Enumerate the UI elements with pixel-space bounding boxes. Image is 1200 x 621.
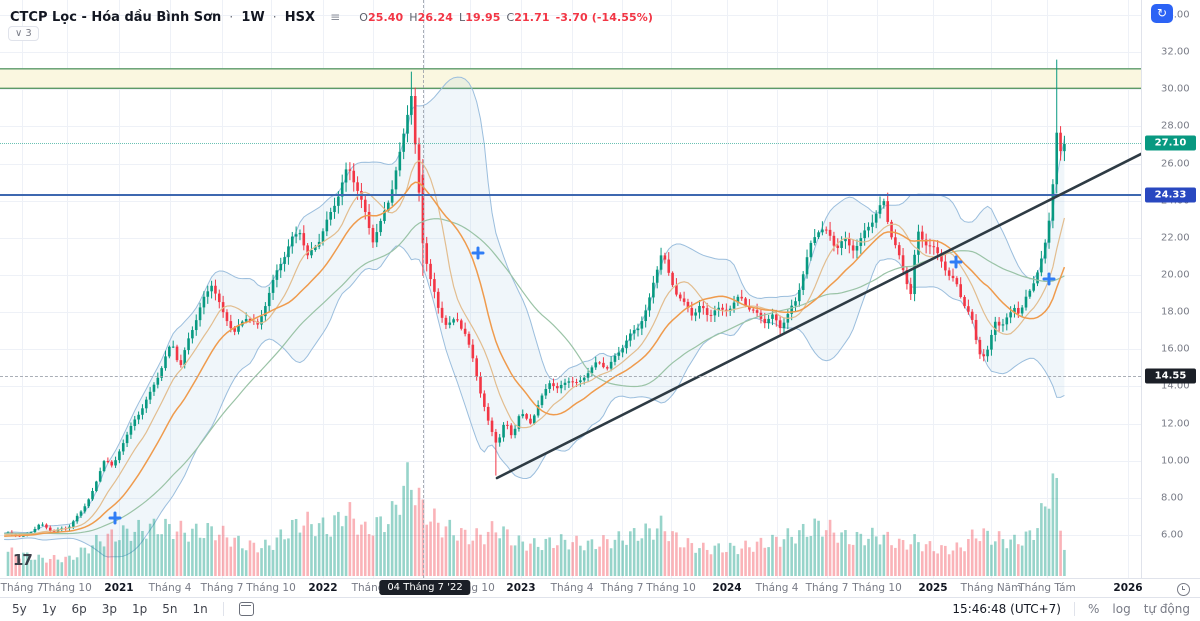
price-tick-label: 10.00 (1161, 455, 1190, 467)
bottom-toolbar: 5y 1y 6p 3p 1p 5n 1n 15:46:48 (UTC+7) % … (0, 597, 1200, 621)
time-tick-month: Tháng 7 (200, 582, 244, 594)
price-tick-label: 28.00 (1161, 120, 1190, 132)
crosshair-horizontal (0, 376, 1141, 378)
range-switcher: 5y 1y 6p 3p 1p 5n 1n (12, 602, 254, 616)
price-tick-label: 20.00 (1161, 269, 1190, 281)
toolbar-separator (222, 602, 224, 616)
crosshair-vertical (423, 0, 424, 578)
price-tick-label: 16.00 (1161, 343, 1190, 355)
clock-time[interactable]: 15:46:48 (UTC+7) (952, 602, 1061, 616)
time-tick-year: 2024 (712, 582, 742, 594)
symbol-name[interactable]: CTCP Lọc - Hóa dầu Bình Sơn (10, 10, 222, 25)
close-value: 21.71 (514, 11, 550, 24)
range-button-1m[interactable]: 1p (132, 602, 148, 616)
time-tick-year: 2023 (506, 582, 536, 594)
log-scale-button[interactable]: log (1112, 602, 1131, 616)
separator-dot: · (272, 10, 277, 24)
horizontal-line-drawing[interactable] (0, 193, 1141, 196)
time-tick-month: Tháng 4 (755, 582, 799, 594)
low-label: L (458, 11, 466, 24)
price-badge: 24.33 (1145, 187, 1196, 203)
time-tick-month: Tháng 10 (646, 582, 696, 594)
close-label: C (506, 11, 515, 24)
range-button-5d[interactable]: 5n (162, 602, 178, 616)
price-tick-label: 14.00 (1161, 380, 1190, 392)
time-tick-month: Tháng 10 (852, 582, 902, 594)
price-tick-label: 12.00 (1161, 418, 1190, 430)
current-price-line (0, 143, 1141, 145)
plus-marker-drawing[interactable] (471, 246, 485, 260)
range-button-5y[interactable]: 5y (12, 602, 27, 616)
time-tick-month: Tháng 10 (42, 582, 92, 594)
symbol-menu-icon[interactable]: ≡ (330, 10, 341, 24)
price-axis[interactable]: 34.0032.0030.0028.0026.0024.0022.0020.00… (1141, 0, 1200, 578)
auto-scale-button[interactable]: tự động (1143, 602, 1190, 616)
percent-scale-button[interactable]: % (1087, 602, 1100, 616)
indicators-count: 3 (25, 28, 32, 39)
interval-label[interactable]: 1W (241, 10, 265, 25)
price-tick-label: 32.00 (1161, 46, 1190, 58)
range-button-6m[interactable]: 6p (71, 602, 87, 616)
price-badge: 27.10 (1145, 135, 1196, 151)
time-tick-month: Tháng Tám (1018, 582, 1076, 594)
time-tick-month: Tháng 10 (246, 582, 296, 594)
crosshair-date-tooltip: 04 Tháng 7 '22 (379, 580, 471, 595)
range-button-3m[interactable]: 3p (101, 602, 118, 616)
time-tick-year: 2026 (1113, 582, 1143, 594)
time-tick-month: Tháng 7 (0, 582, 44, 594)
low-value: 19.95 (465, 11, 501, 24)
time-tick-month: Tháng 7 (600, 582, 644, 594)
time-tick-month: Tháng 4 (550, 582, 594, 594)
time-tick-year: 2022 (308, 582, 338, 594)
open-value: 25.40 (368, 11, 404, 24)
toolbar-separator (1073, 602, 1075, 616)
chart-area[interactable]: 17 CTCP Lọc - Hóa dầu Bình Sơn · 1W · HS… (0, 0, 1141, 578)
price-tick-label: 8.00 (1161, 492, 1184, 504)
time-axis[interactable]: 04 Tháng 7 '22 Tháng 7 Tháng 10 2021 Tháng … (0, 578, 1200, 598)
symbol-header: CTCP Lọc - Hóa dầu Bình Sơn · 1W · HSX ≡… (10, 6, 653, 25)
refresh-button[interactable]: ↻ (1151, 4, 1173, 23)
tradingview-logo: 17 (13, 551, 33, 569)
time-tick-year: 2021 (104, 582, 134, 594)
plus-marker-drawing[interactable] (949, 255, 963, 269)
plus-marker-drawing[interactable] (108, 511, 122, 525)
high-value: 26.24 (417, 11, 453, 24)
time-tick-month: Tháng Năm (960, 582, 1022, 594)
time-tick-year: 2025 (918, 582, 948, 594)
time-tick-month: Tháng 7 (805, 582, 849, 594)
price-tick-label: 18.00 (1161, 306, 1190, 318)
price-tick-label: 26.00 (1161, 158, 1190, 170)
price-tick-label: 34.00 (1161, 9, 1190, 21)
calendar-icon[interactable] (238, 602, 254, 616)
price-tick-label: 22.00 (1161, 232, 1190, 244)
indicators-collapse-button[interactable]: ∨ 3 (8, 26, 39, 41)
price-badge: 14.55 (1145, 368, 1196, 384)
range-button-1d[interactable]: 1n (192, 602, 208, 616)
chevron-down-icon: ∨ (15, 28, 23, 39)
ohlc-values: O25.40 H26.24 L19.95 C21.71 -3.70 (-14.55%) (353, 11, 653, 24)
open-label: O (359, 11, 368, 24)
plus-marker-drawing[interactable] (1042, 272, 1056, 286)
separator-dot: · (229, 10, 234, 24)
high-label: H (409, 11, 418, 24)
change-value: -3.70 (-14.55%) (555, 11, 654, 24)
price-tick-label: 30.00 (1161, 83, 1190, 95)
price-chart-canvas[interactable] (0, 0, 1141, 578)
scale-controls: 15:46:48 (UTC+7) % log tự động (952, 602, 1190, 616)
range-button-1y[interactable]: 1y (41, 602, 57, 616)
exchange-label: HSX (284, 10, 315, 25)
clock-icon[interactable] (1177, 583, 1190, 596)
time-tick-month: Tháng 4 (148, 582, 192, 594)
price-tick-label: 6.00 (1161, 529, 1184, 541)
